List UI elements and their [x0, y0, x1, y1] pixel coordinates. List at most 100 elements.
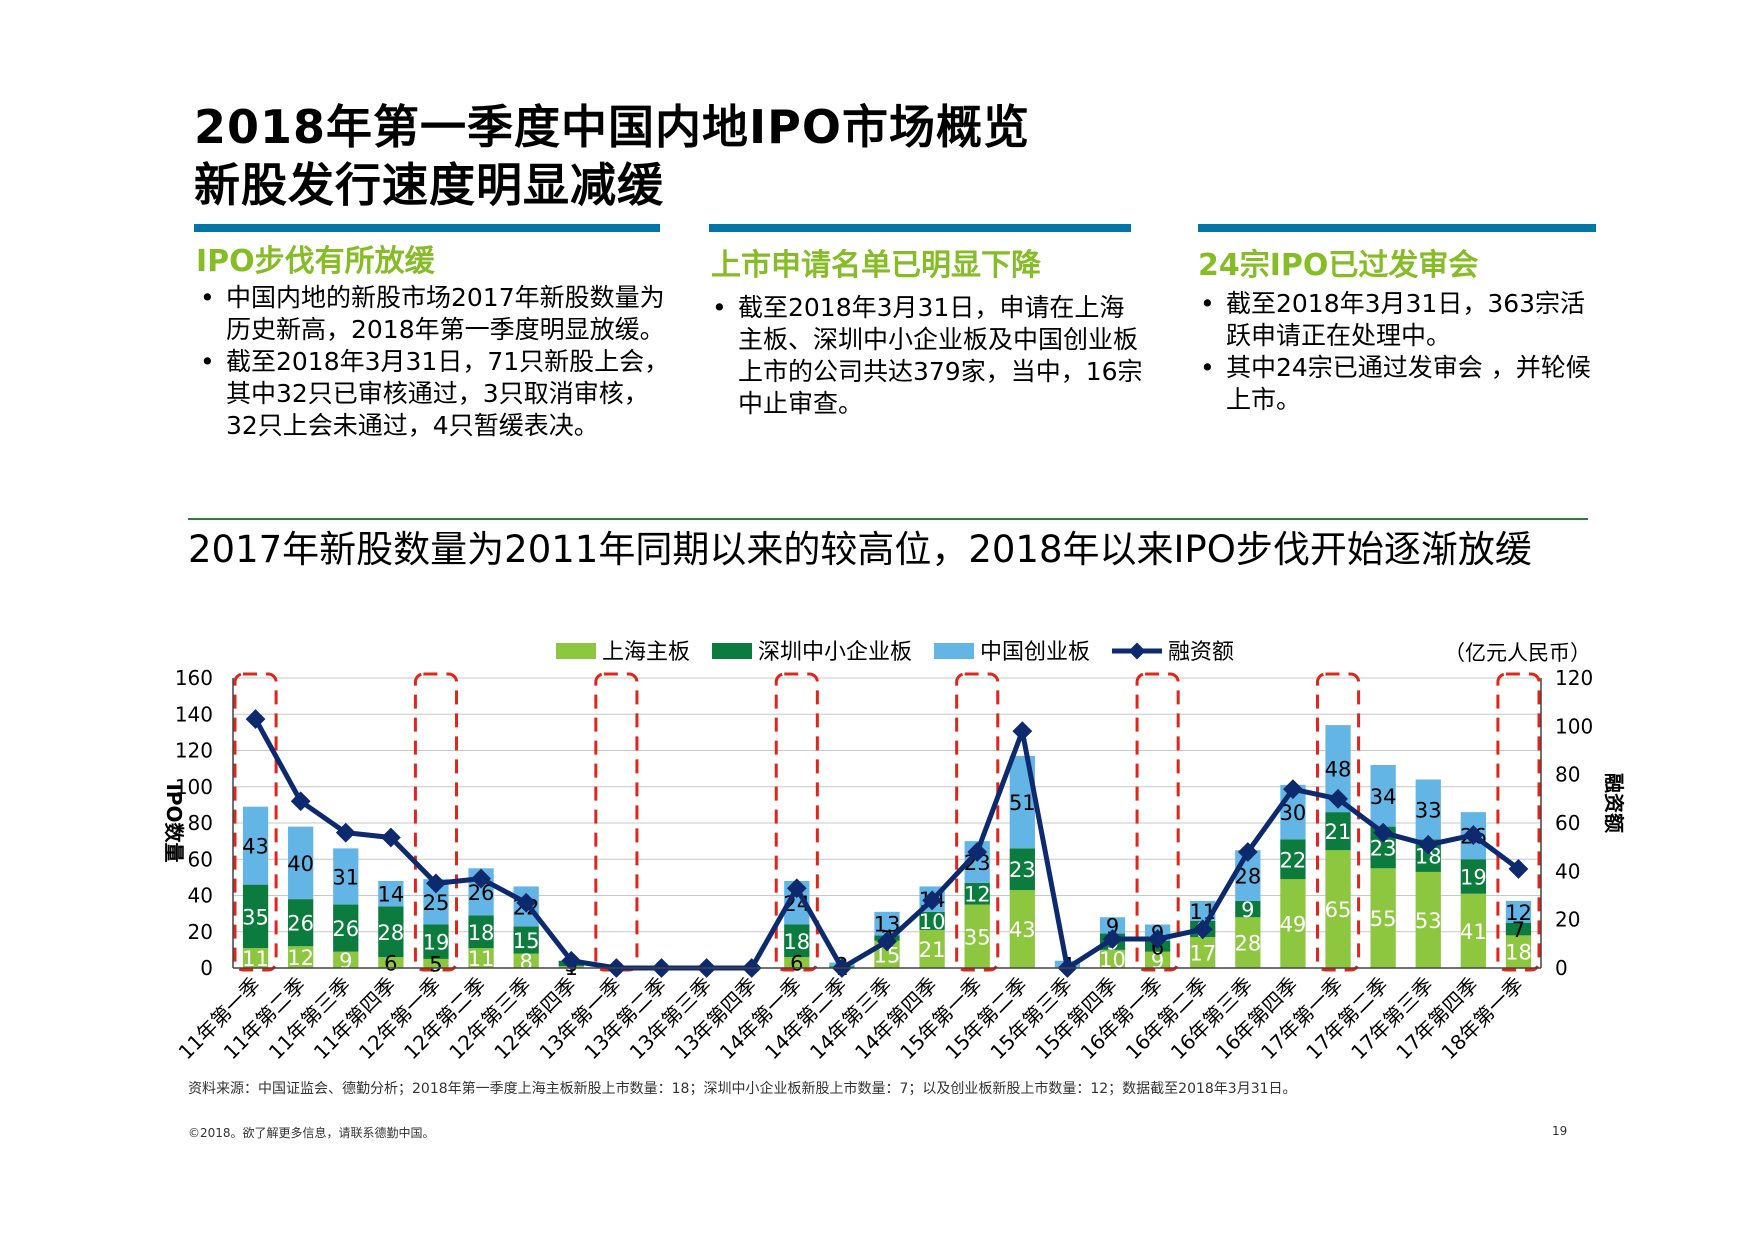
- column-1-bullet: 截至2018年3月31日，71只新股上会，其中32只已审核通过，3只取消审核，3…: [196, 346, 670, 442]
- y-left-tick-label: 160: [175, 666, 213, 690]
- bar-data-label: 41: [1460, 920, 1487, 944]
- bar-segment: [964, 882, 990, 905]
- chart-legend: 上海主板 深圳中小企业板 中国创业板 融资额: [556, 640, 1234, 665]
- amount-line-point: [245, 709, 266, 729]
- bar-segment: [513, 953, 539, 968]
- bar-data-label: 35: [242, 905, 269, 929]
- amount-line-point: [1102, 929, 1123, 949]
- highlight-box: [1135, 672, 1180, 972]
- bar-segment: [1280, 879, 1306, 968]
- bar-data-label: 9: [1151, 949, 1164, 973]
- bar-data-label: 35: [964, 925, 991, 949]
- bar-segment: [242, 948, 269, 968]
- bar-segment: [288, 899, 314, 947]
- bar-data-label: 6: [384, 952, 397, 976]
- bar-segment: [378, 957, 404, 968]
- bar-data-label: 18: [783, 930, 810, 954]
- amount-line-point: [922, 890, 943, 911]
- amount-line-point: [1463, 825, 1484, 845]
- bar-segment: [513, 926, 539, 954]
- x-tick-labels: 11年第一季11年第二季11年第三季11年第四季12年第一季12年第二季12年第…: [174, 973, 1528, 1065]
- bar-segment: [333, 848, 359, 905]
- bar-segment: [1370, 868, 1396, 968]
- bar-segment: [378, 906, 404, 958]
- bar-data-label: 12: [1505, 901, 1532, 925]
- legend-swatch: [934, 643, 974, 659]
- amount-line-point: [290, 791, 311, 812]
- amount-line-point: [786, 878, 807, 899]
- bar-segment: [1144, 951, 1171, 968]
- bar-data-label: 5: [429, 952, 442, 976]
- bar-segment: [333, 904, 359, 952]
- y-left-tick-label: 60: [188, 847, 213, 871]
- bar-segment: [1099, 949, 1126, 968]
- amount-line-point: [1508, 859, 1529, 879]
- column-2-rule: [709, 224, 1131, 232]
- bar-segment: [1325, 850, 1351, 968]
- bar-segment: [1370, 765, 1396, 827]
- column-1-heading: IPO步伐有所放缓: [196, 244, 435, 279]
- amount-line-point: [967, 842, 988, 862]
- legend-swatch: [712, 643, 752, 659]
- bar-data-label: 26: [287, 912, 314, 936]
- bar-data-label: 55: [1370, 907, 1397, 931]
- title-line-2: 新股发行速度明显减缓: [194, 158, 664, 212]
- y-left-tick-label: 120: [175, 739, 213, 763]
- page-title: 2018年第一季度中国内地IPO市场概览 新股发行速度明显减缓: [194, 98, 1030, 214]
- bar-segment: [784, 957, 810, 968]
- bar-segment: [1280, 839, 1306, 880]
- highlight-box: [774, 672, 819, 972]
- y-right-tick-label: 20: [1555, 908, 1580, 932]
- bar-data-label: 18: [468, 921, 495, 945]
- bar-data-label: 65: [1325, 898, 1352, 922]
- amount-line-series: [245, 709, 1529, 978]
- y-right-tick-label: 40: [1555, 859, 1580, 883]
- bar-segment: [1505, 900, 1532, 923]
- bar-data-label: 28: [377, 921, 404, 945]
- column-3-heading: 24宗IPO已过发审会: [1198, 248, 1479, 283]
- amount-line-point: [1373, 822, 1394, 843]
- y-left-tick-label: 20: [188, 920, 213, 944]
- source-note: 资料来源：中国证监会、德勤分析；2018年第一季度上海主板新股上市数量：18；深…: [188, 1081, 1297, 1097]
- y-left-tick-label: 100: [175, 775, 213, 799]
- column-3-bullets: 截至2018年3月31日，363宗活跃申请正在处理中。 其中24宗已通过发审会 …: [1196, 288, 1606, 416]
- y-right-tick-label: 60: [1555, 811, 1580, 835]
- y-left-tick-label: 140: [175, 702, 213, 726]
- bar-segment: [468, 948, 494, 968]
- bar-data-label: 26: [332, 917, 359, 941]
- section-divider: [188, 518, 1588, 520]
- bar-data-label: 6: [790, 952, 803, 976]
- bar-segment: [784, 924, 810, 958]
- bar-segment: [288, 826, 314, 900]
- legend-label: 深圳中小企业板: [758, 640, 912, 665]
- bar-data-labels: 1135431226409263162814519251118268152213…: [242, 758, 1532, 980]
- bar-data-label: 12: [287, 946, 314, 970]
- column-2-heading: 上市申请名单已明显下降: [711, 248, 1041, 283]
- bar-segment: [1415, 779, 1441, 840]
- column-2-bullets: 截至2018年3月31日，申请在上海主板、深圳中小企业板及中国创业板上市的公司共…: [708, 292, 1148, 420]
- bar-segment: [1505, 922, 1532, 936]
- bar-data-label: 9: [339, 949, 352, 973]
- bar-data-label: 14: [377, 883, 404, 907]
- amount-line-point: [426, 873, 446, 894]
- legend-label: 上海主板: [602, 640, 690, 665]
- amount-line-point: [561, 950, 582, 971]
- amount-line-point: [1237, 842, 1258, 862]
- bar-data-label: 7: [1512, 918, 1525, 942]
- amount-line-point: [1147, 929, 1168, 949]
- column-1-rule: [194, 224, 660, 232]
- y-left-tick-label: 40: [188, 884, 213, 908]
- bar-segment: [1460, 893, 1486, 968]
- bar-data-label: 31: [332, 865, 359, 889]
- highlight-box: [233, 672, 278, 972]
- bar-data-label: 28: [1234, 932, 1261, 956]
- bar-data-label: 43: [242, 835, 269, 859]
- legend-label: 中国创业板: [980, 640, 1090, 665]
- bar-segment: [1190, 937, 1216, 968]
- bar-data-label: 48: [1325, 758, 1352, 782]
- bar-data-label: 18: [1505, 941, 1532, 965]
- y-left-tick-label: 80: [188, 811, 213, 835]
- bar-data-label: 21: [1325, 820, 1352, 844]
- bar-segment: [423, 958, 449, 968]
